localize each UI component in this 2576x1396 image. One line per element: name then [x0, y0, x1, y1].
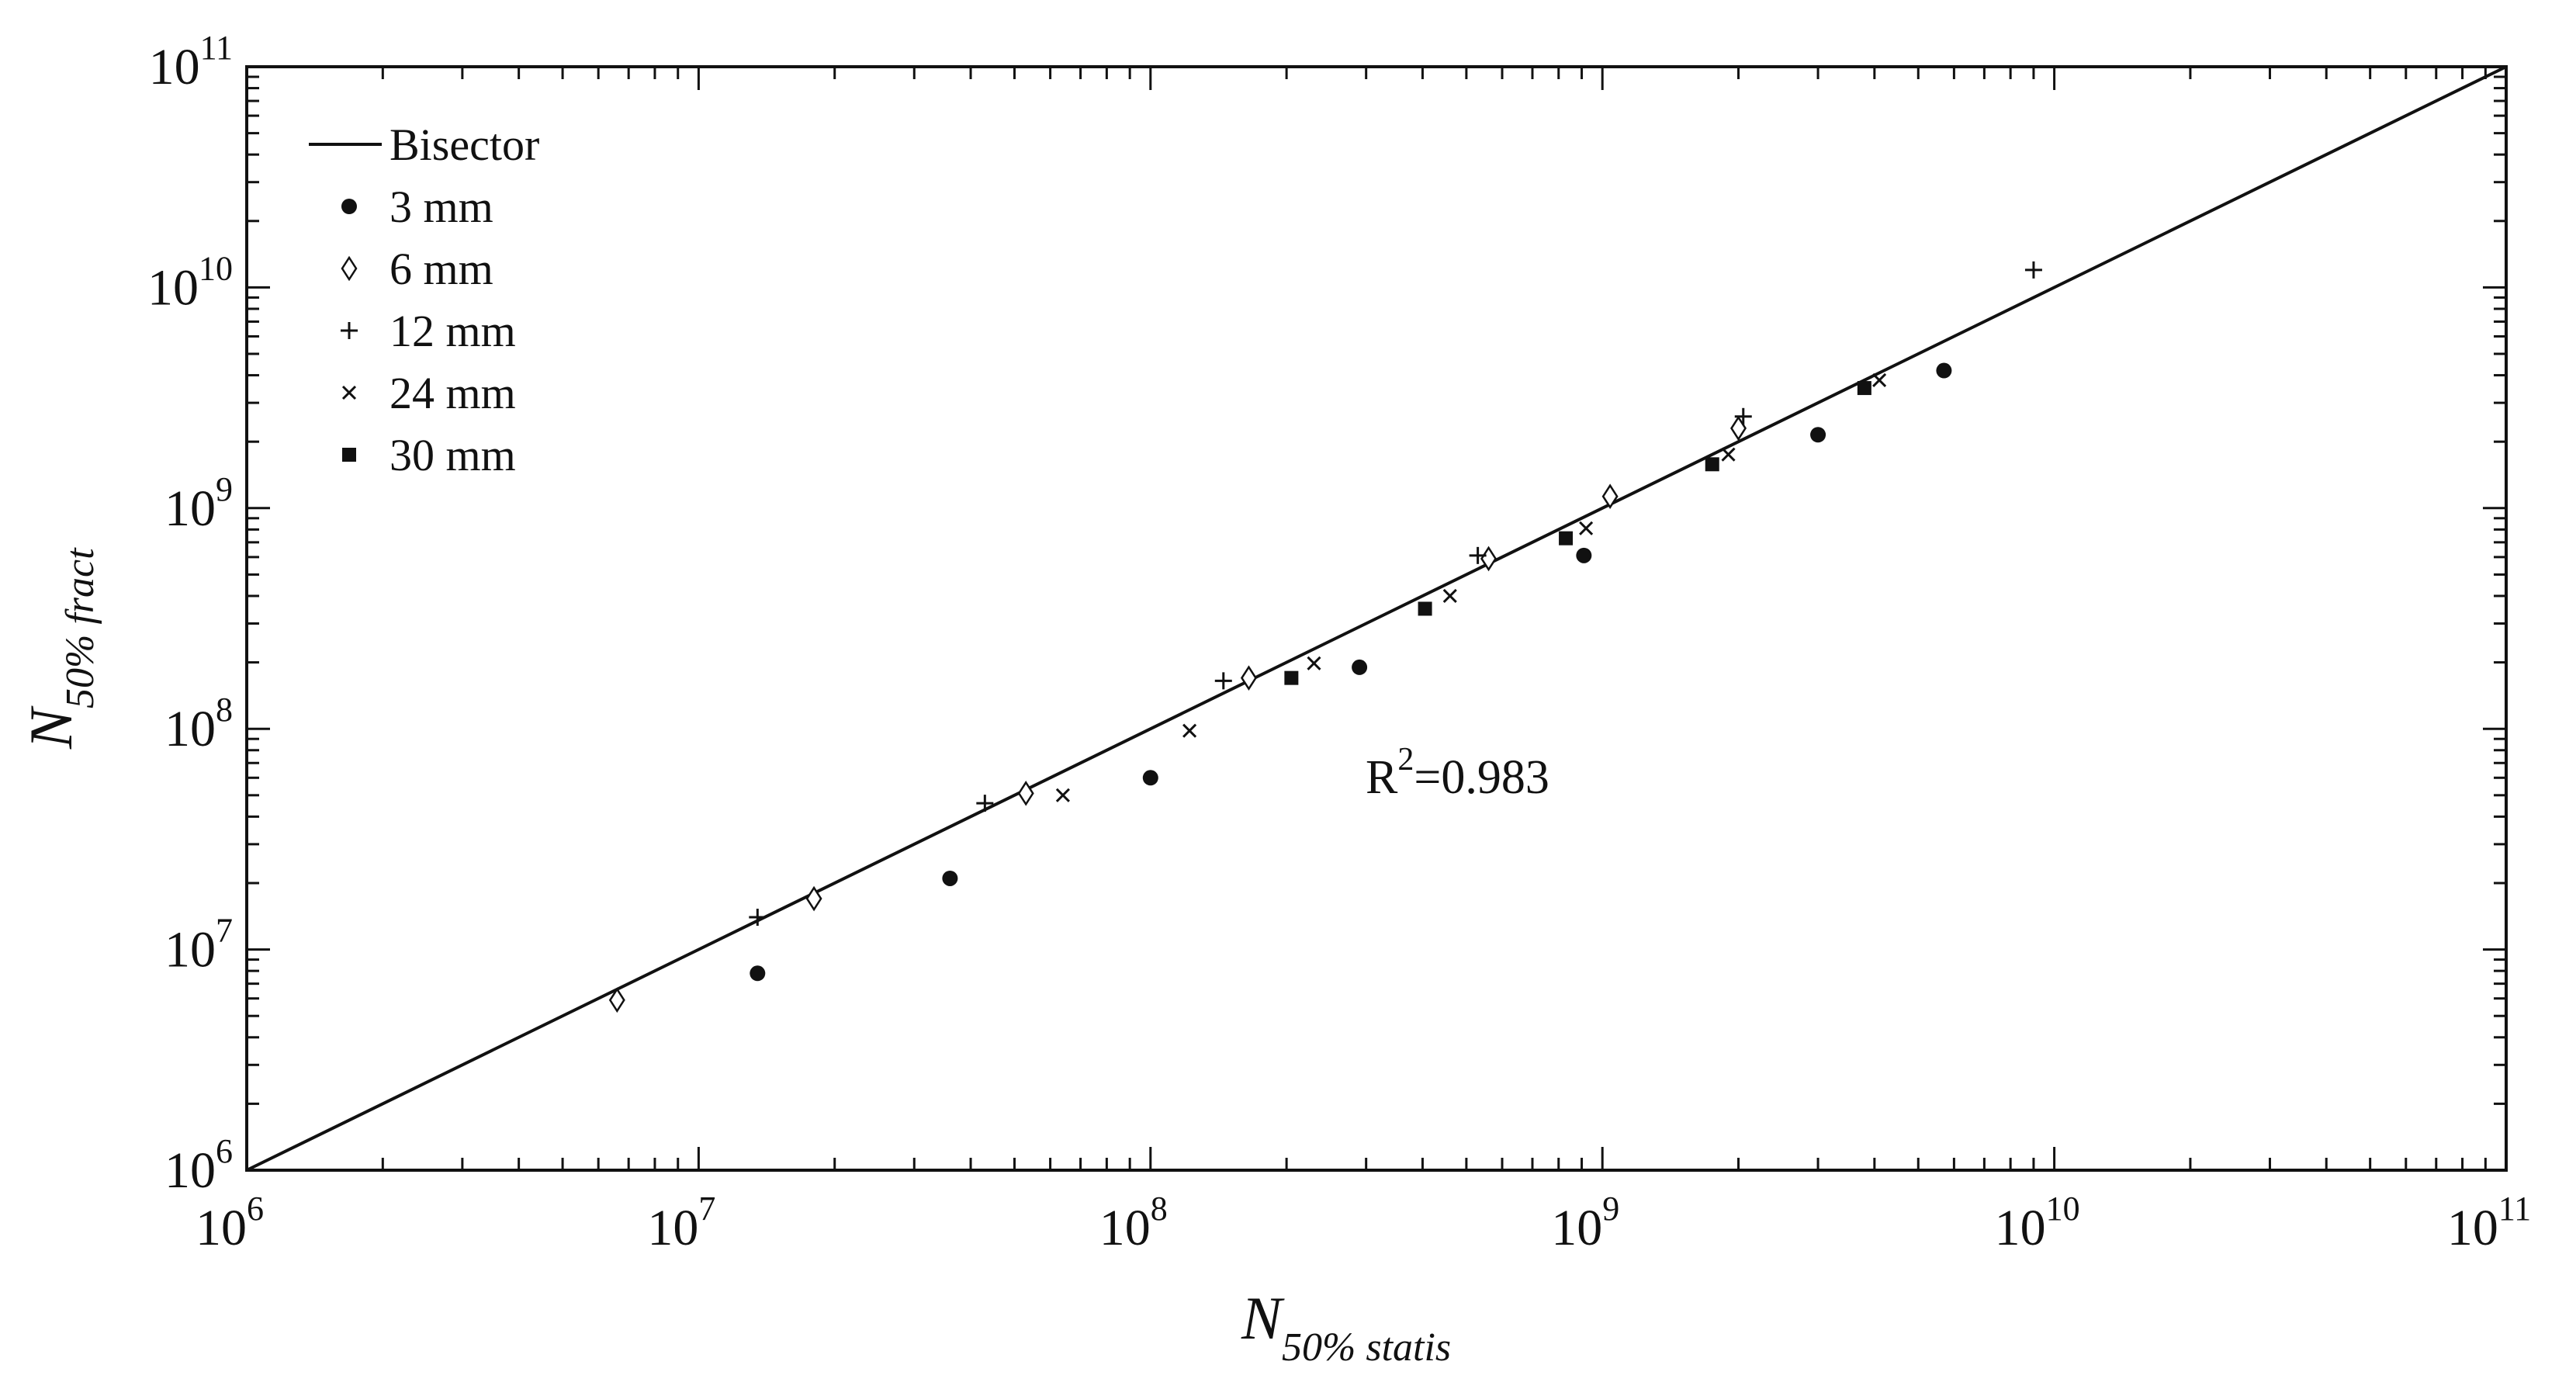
data-point-3mm	[1142, 770, 1158, 786]
data-point-3mm	[1352, 659, 1368, 675]
legend-marker-3mm	[341, 199, 357, 214]
data-point-30mm	[1559, 531, 1574, 546]
y-tick-label: 1010	[147, 249, 233, 316]
legend-label-6mm: 6 mm	[390, 244, 493, 294]
legend-marker-24mm	[341, 385, 357, 400]
legend-marker-30mm	[342, 448, 356, 462]
data-point-12mm	[1214, 672, 1232, 690]
data-point-24mm	[1182, 723, 1197, 738]
axis-ticks	[247, 67, 2506, 1170]
x-axis-title: N50% statis	[1241, 1284, 1451, 1370]
legend-label-12mm: 12 mm	[390, 306, 516, 356]
data-point-12mm	[976, 795, 994, 812]
data-point-6mm	[805, 885, 822, 912]
x-tick-label: 109	[1551, 1190, 1619, 1256]
legend-label-30mm: 30 mm	[390, 430, 516, 480]
data-point-24mm	[1307, 656, 1321, 670]
y-tick-label: 108	[164, 691, 233, 757]
data-point-6mm	[1017, 781, 1034, 806]
y-tick-label: 107	[164, 912, 233, 979]
y-tick-label: 109	[164, 470, 233, 537]
data-point-30mm	[1284, 670, 1299, 685]
data-point-3mm	[942, 870, 958, 886]
y-tick-labels: 106 107 108 109 1010 1011	[147, 29, 233, 1199]
data-point-24mm	[1872, 372, 1887, 387]
data-point-6mm	[1240, 665, 1257, 691]
data-point-24mm	[1579, 521, 1594, 535]
data-point-12mm	[1469, 546, 1487, 564]
data-point-30mm	[1857, 381, 1871, 396]
legend-label-24mm: 24 mm	[390, 368, 516, 418]
y-tick-label: 106	[164, 1132, 233, 1199]
legend-marker-12mm	[341, 322, 358, 339]
x-tick-label: 1010	[1995, 1190, 2080, 1256]
bisector-line	[246, 65, 2507, 1172]
data-point-6mm	[608, 987, 625, 1013]
legend-label-3mm: 3 mm	[390, 182, 493, 232]
y-axis-title: N50% fract	[17, 547, 102, 750]
x-tick-labels: 106 107 108 109 1010 1011	[196, 1190, 2531, 1256]
data-point-24mm	[1055, 788, 1070, 802]
data-markers	[608, 261, 2042, 1013]
r-squared-annotation: R2=0.983	[1366, 742, 1549, 804]
legend-label-bisector: Bisector	[390, 120, 539, 170]
data-point-3mm	[1576, 547, 1592, 563]
data-point-6mm	[1601, 483, 1619, 510]
legend-marker-6mm	[341, 255, 358, 282]
data-point-12mm	[1734, 407, 1752, 425]
data-point-24mm	[1442, 588, 1457, 604]
data-point-3mm	[750, 965, 766, 982]
y-tick-label: 1011	[149, 29, 233, 95]
x-tick-label: 107	[647, 1190, 715, 1256]
x-tick-label: 108	[1099, 1190, 1168, 1256]
legend: Bisector 3 mm 6 mm 12 mm 24 mm 30 mm	[309, 120, 539, 480]
data-point-3mm	[1810, 427, 1826, 443]
data-point-12mm	[749, 909, 767, 927]
data-point-24mm	[1721, 447, 1736, 462]
data-point-30mm	[1705, 457, 1719, 472]
x-tick-label: 1011	[2447, 1190, 2531, 1256]
data-point-30mm	[1418, 601, 1432, 616]
x-tick-label: 106	[196, 1190, 264, 1256]
data-point-3mm	[1936, 362, 1952, 379]
data-point-12mm	[2024, 261, 2042, 279]
